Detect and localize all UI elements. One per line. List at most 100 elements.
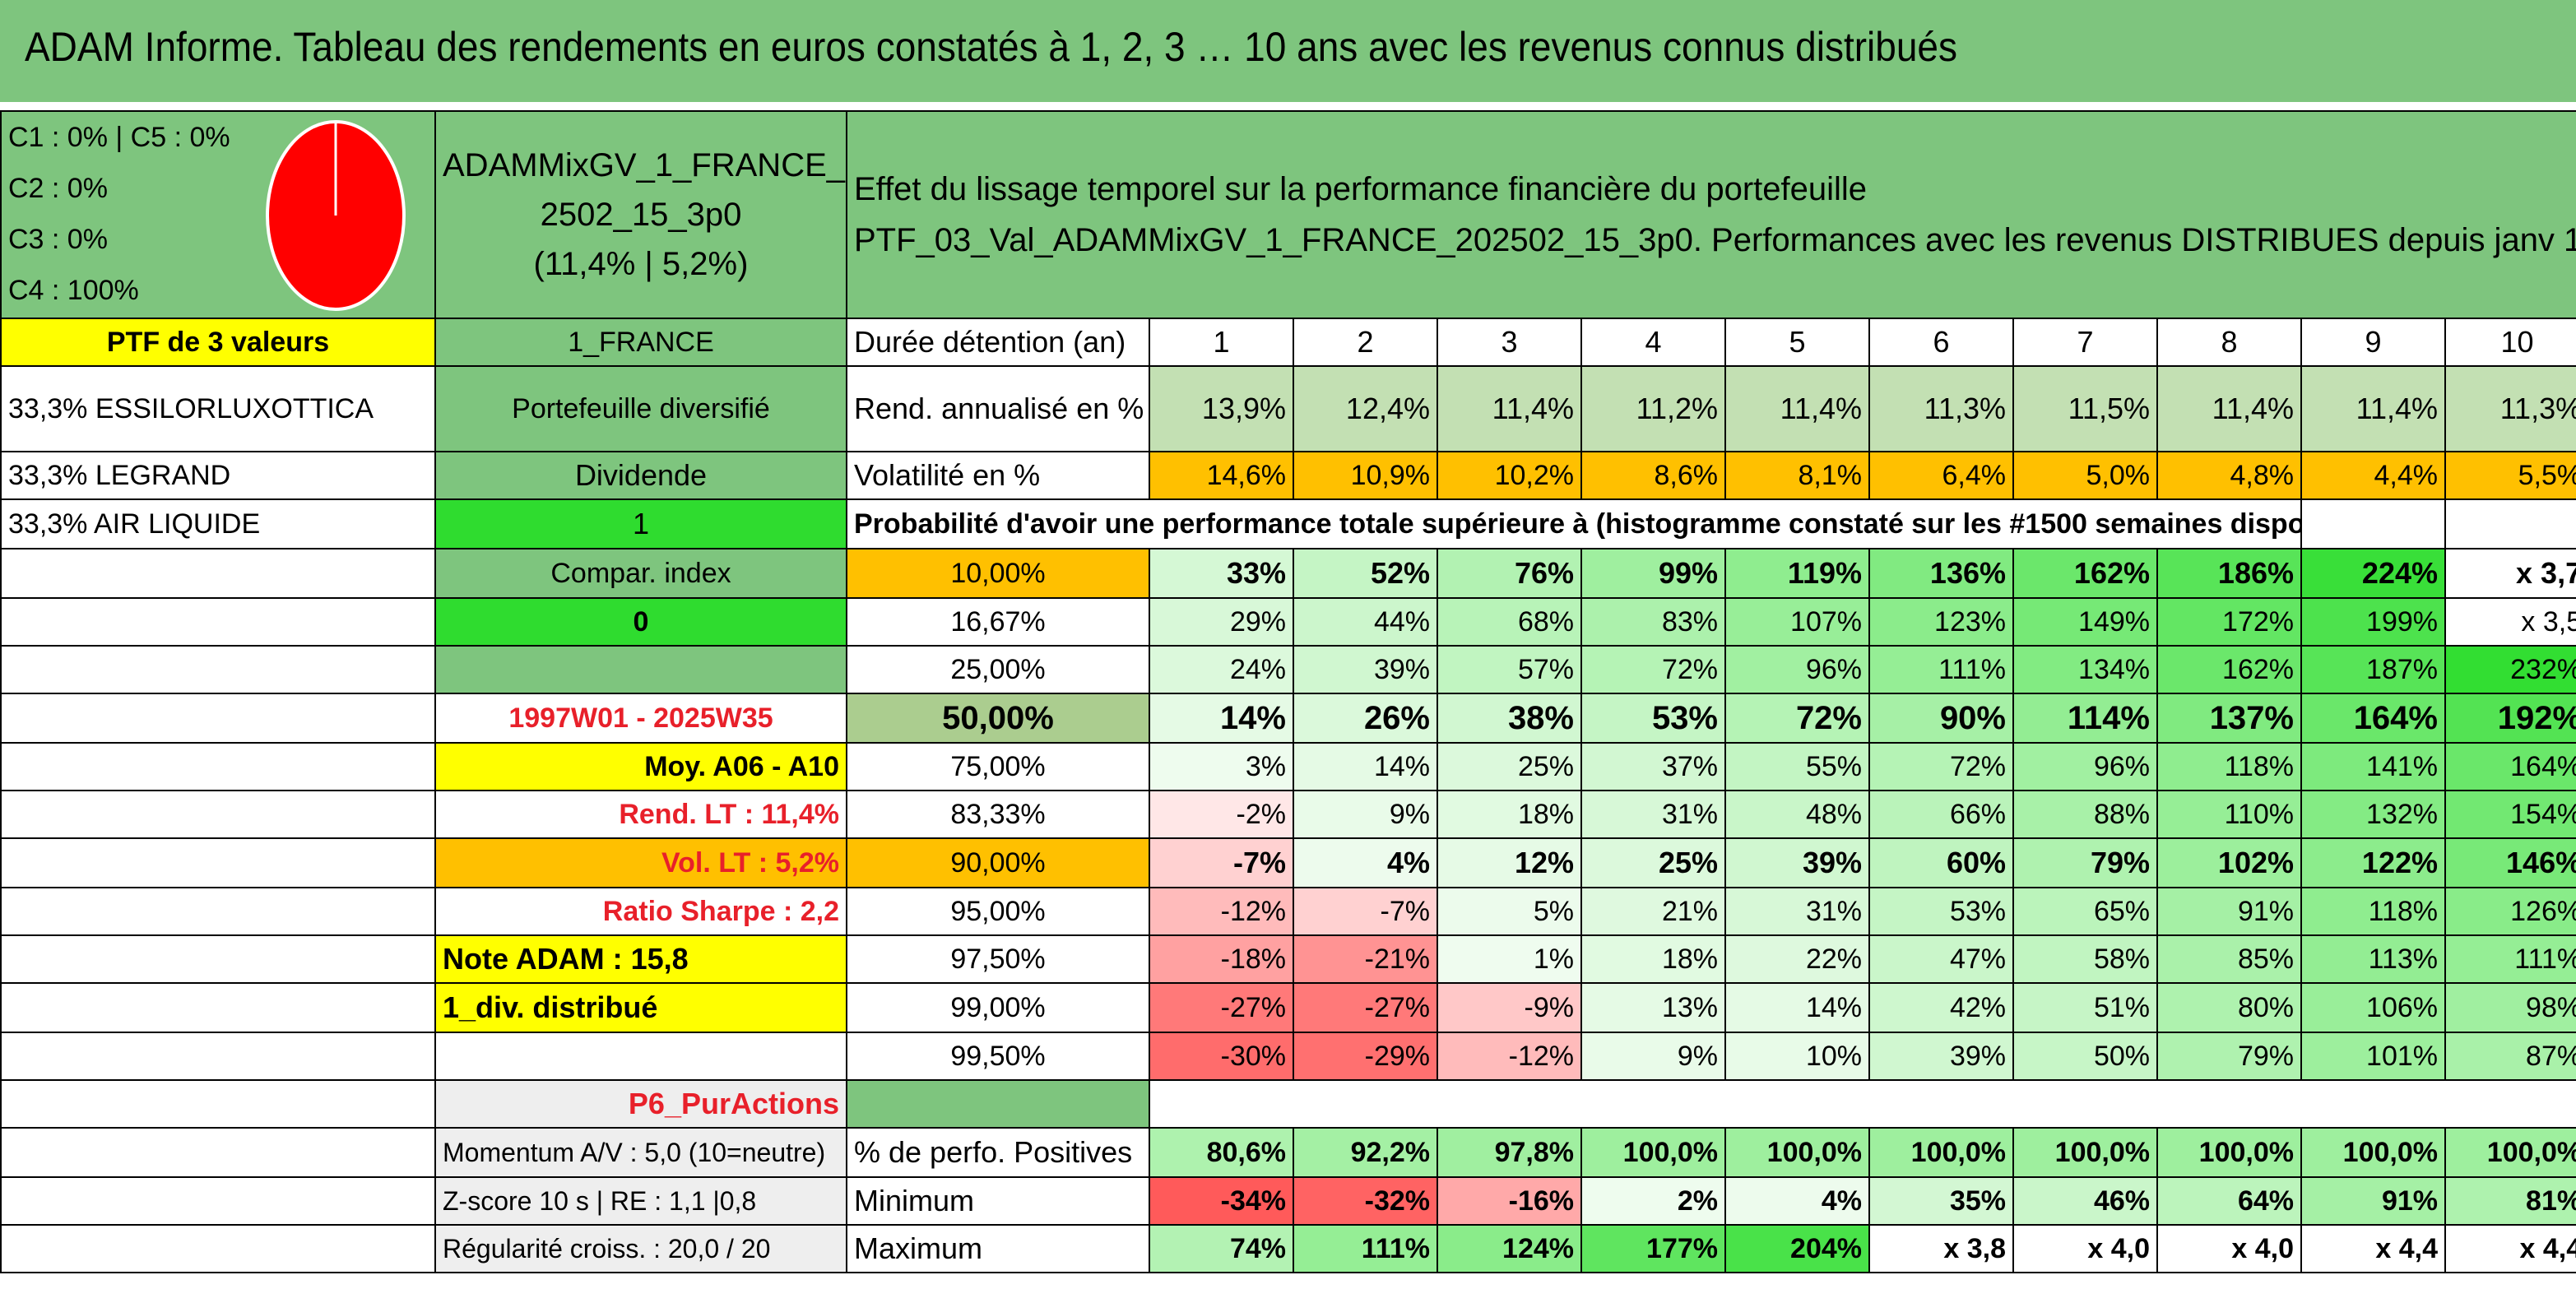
prob-value: 123% bbox=[1868, 597, 2014, 647]
maximum-value: x 4,4 bbox=[2300, 1224, 2446, 1273]
positives-label: % de perfo. Positives bbox=[846, 1127, 1150, 1178]
vol-lt: Vol. LT : 5,2% bbox=[434, 837, 847, 888]
positives-value: 80,6% bbox=[1149, 1127, 1294, 1178]
rend-value: 11,4% bbox=[2300, 365, 2446, 452]
effect-cell: Effet du lissage temporel sur la perform… bbox=[845, 110, 2576, 319]
blank-cell bbox=[0, 790, 436, 839]
prob-value: 187% bbox=[2300, 645, 2446, 694]
prob-value: 106% bbox=[2300, 982, 2446, 1033]
positives-value: 97,8% bbox=[1437, 1127, 1582, 1178]
prob-value: 88% bbox=[2012, 790, 2158, 839]
minimum-row: Z-score 10 s | RE : 1,1 |0,8 Minimum -34% -… bbox=[0, 1176, 2576, 1226]
rend-value: 11,3% bbox=[2444, 365, 2576, 452]
allocation-lines: C1 : 0% | C5 : 0% C2 : 0% C3 : 0% C4 : 1… bbox=[8, 113, 428, 316]
prob-value: 12% bbox=[1437, 837, 1582, 888]
maximum-label: Maximum bbox=[846, 1224, 1150, 1273]
prob-title: Probabilité d'avoir une performance tota… bbox=[846, 498, 2302, 549]
prob-value: 14% bbox=[1149, 693, 1294, 744]
prob-value: 136% bbox=[1868, 548, 2014, 599]
prob-value: 154% bbox=[2444, 790, 2576, 839]
blank-cell bbox=[0, 1127, 436, 1178]
blank-cell bbox=[0, 934, 436, 984]
prob-value: 53% bbox=[1580, 693, 1726, 744]
prob-value: 1% bbox=[1437, 934, 1582, 984]
rend-value: 11,4% bbox=[2156, 365, 2302, 452]
minimum-value: 64% bbox=[2156, 1176, 2302, 1226]
prob-value: 72% bbox=[1580, 645, 1726, 694]
prob-value: 186% bbox=[2156, 548, 2302, 599]
prob-value: 107% bbox=[1724, 597, 1870, 647]
maximum-value: x 3,8 bbox=[1868, 1224, 2014, 1273]
year-header: 9 bbox=[2300, 318, 2446, 367]
prob-value: 31% bbox=[1580, 790, 1726, 839]
fund-cell: ADAMMixGV_1_FRANCE_20 2502_15_3p0 (11,4%… bbox=[434, 110, 847, 319]
prob-value: -9% bbox=[1437, 982, 1582, 1033]
prob-value: 72% bbox=[1724, 693, 1870, 744]
prob-value: 110% bbox=[2156, 790, 2302, 839]
fund-name-1: ADAMMixGV_1_FRANCE_20 bbox=[443, 147, 847, 183]
rend-row: 33,3% ESSILORLUXOTTICA Portefeuille diver… bbox=[0, 365, 2576, 452]
prob-row: 1997W01 - 2025W35 50,00% 14% 26% 38% 53% 72% 90… bbox=[0, 693, 2576, 744]
allocation-line: C3 : 0% bbox=[8, 224, 108, 255]
allocation-cell: C1 : 0% | C5 : 0% C2 : 0% C3 : 0% C4 : 1… bbox=[0, 110, 436, 319]
prob-threshold: 50,00% bbox=[846, 693, 1150, 744]
year-header: 4 bbox=[1580, 318, 1726, 367]
prob-value: -7% bbox=[1149, 837, 1294, 888]
vol-value: 8,1% bbox=[1724, 451, 1870, 500]
maximum-value: 74% bbox=[1149, 1224, 1294, 1273]
header-row: C1 : 0% | C5 : 0% C2 : 0% C3 : 0% C4 : 1… bbox=[0, 110, 2576, 319]
prob-value: 24% bbox=[1149, 645, 1294, 694]
rend-value: 11,5% bbox=[2012, 365, 2158, 452]
page-title: ADAM Informe. Tableau des rendements en … bbox=[25, 24, 1958, 70]
prob-value: 39% bbox=[1868, 1032, 2014, 1081]
minimum-value: 4% bbox=[1724, 1176, 1870, 1226]
prob-value: 87% bbox=[2444, 1032, 2576, 1081]
prob-value: 68% bbox=[1437, 597, 1582, 647]
prob-value: -30% bbox=[1149, 1032, 1294, 1081]
prob-value: 122% bbox=[2300, 837, 2446, 888]
prob-value: -12% bbox=[1149, 887, 1294, 936]
blank-cell bbox=[0, 548, 436, 599]
market-label: 1_FRANCE bbox=[434, 318, 847, 367]
holding-item: 33,3% ESSILORLUXOTTICA bbox=[0, 365, 436, 452]
year-header: 2 bbox=[1293, 318, 1438, 367]
prob-value: 5% bbox=[1437, 887, 1582, 936]
prob-value: 162% bbox=[2156, 645, 2302, 694]
positives-row: Momentum A/V : 5,0 (10=neutre)% de perfo… bbox=[0, 1127, 2576, 1178]
prob-value: 47% bbox=[1868, 934, 2014, 984]
vol-label: Volatilité en % bbox=[846, 451, 1150, 500]
maximum-value: 124% bbox=[1437, 1224, 1582, 1273]
prob-value: 39% bbox=[1293, 645, 1438, 694]
blank-cell bbox=[0, 1224, 436, 1273]
minimum-value: 91% bbox=[2300, 1176, 2446, 1226]
effect-line-2: PTF_03_Val_ADAMMixGV_1_FRANCE_202502_15_… bbox=[854, 222, 2576, 258]
blank-cell bbox=[2444, 498, 2576, 549]
minimum-value: -34% bbox=[1149, 1176, 1294, 1226]
allocation-line: C1 : 0% | C5 : 0% bbox=[8, 122, 230, 153]
prob-value: 25% bbox=[1580, 837, 1726, 888]
prob-threshold: 97,50% bbox=[846, 934, 1150, 984]
prob-value: 113% bbox=[2300, 934, 2446, 984]
rend-value: 11,3% bbox=[1868, 365, 2014, 452]
year-header: 7 bbox=[2012, 318, 2158, 367]
maximum-value: x 4,0 bbox=[2012, 1224, 2158, 1273]
vol-value: 14,6% bbox=[1149, 451, 1294, 500]
prob-row: Vol. LT : 5,2% 90,00% -7% 4% 12% 25% 39% 60% 79%… bbox=[0, 837, 2576, 888]
prob-row: 0 16,67% 29% 44% 68% 83% 107% 123% 149% 172% 199% x… bbox=[0, 597, 2576, 647]
prob-value: 118% bbox=[2156, 742, 2302, 791]
prob-value: 72% bbox=[1868, 742, 2014, 791]
blank-cell bbox=[0, 887, 436, 936]
positives-value: 100,0% bbox=[1868, 1127, 2014, 1178]
prob-value: 48% bbox=[1724, 790, 1870, 839]
prob-row: Rend. LT : 11,4% 83,33% -2% 9% 18% 31% 48% 66% 8… bbox=[0, 790, 2576, 839]
vol-value: 8,6% bbox=[1580, 451, 1726, 500]
prob-value: 119% bbox=[1724, 548, 1870, 599]
vol-value: 10,9% bbox=[1293, 451, 1438, 500]
year-header: 6 bbox=[1868, 318, 2014, 367]
prob-value: 102% bbox=[2156, 837, 2302, 888]
fund-name-2: 2502_15_3p0 bbox=[540, 197, 742, 233]
blank-cell bbox=[1149, 1080, 2576, 1128]
prob-value: x 3,7 bbox=[2444, 548, 2576, 599]
dividend-label: Dividende bbox=[434, 451, 847, 500]
positives-value: 100,0% bbox=[2300, 1127, 2446, 1178]
